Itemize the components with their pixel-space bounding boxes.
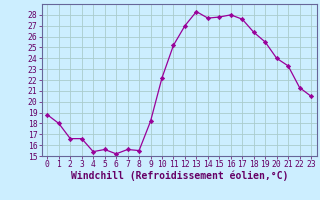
X-axis label: Windchill (Refroidissement éolien,°C): Windchill (Refroidissement éolien,°C): [70, 171, 288, 181]
